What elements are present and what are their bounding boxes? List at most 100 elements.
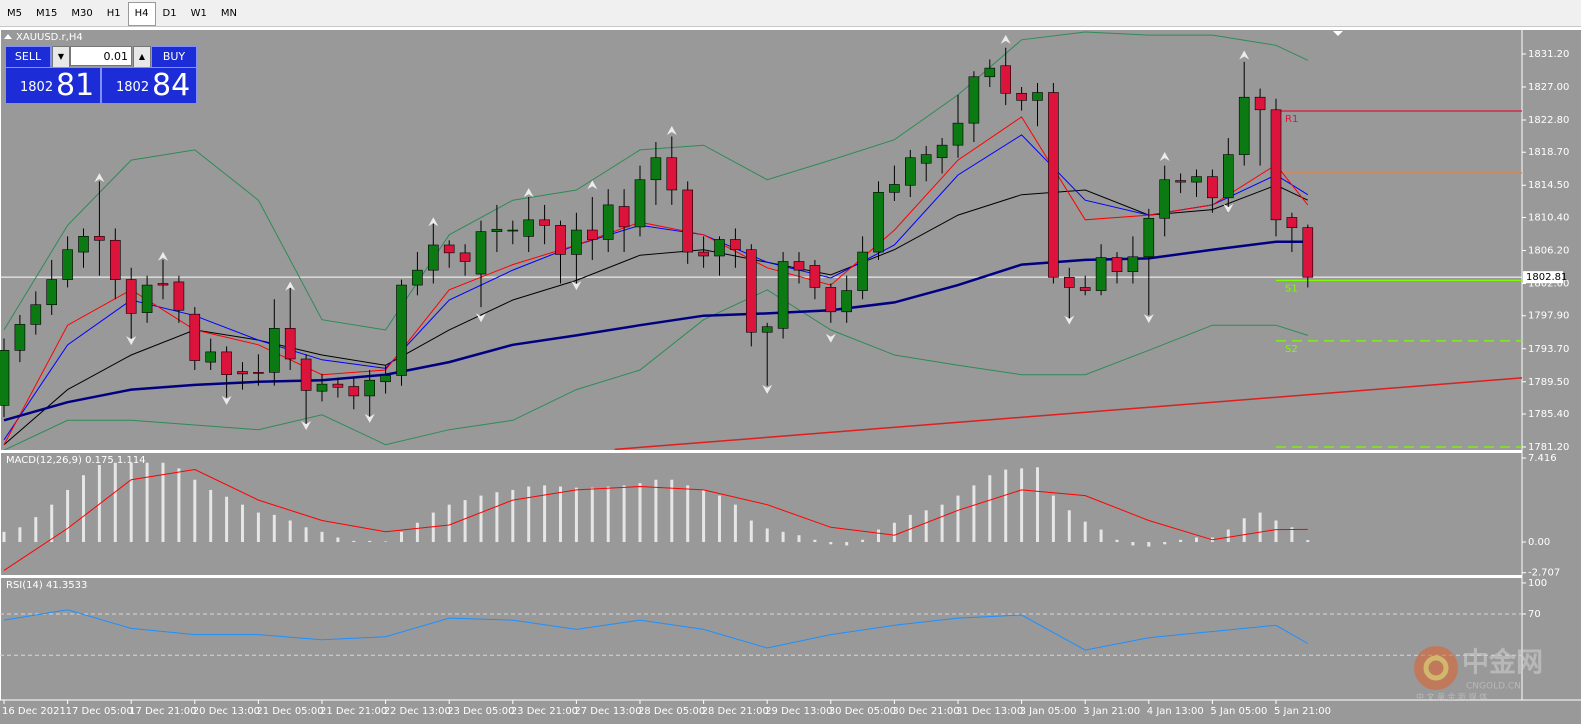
- candle-body: [825, 287, 837, 313]
- y-tick-label: 1797.90: [1528, 311, 1569, 322]
- candle-body: [539, 219, 550, 226]
- candle-body: [889, 184, 900, 193]
- candle-body: [1302, 227, 1314, 278]
- macd-bar: [1306, 540, 1310, 543]
- candle-body: [936, 144, 948, 159]
- candle-body: [0, 350, 10, 406]
- macd-bar: [543, 485, 547, 543]
- ask-price[interactable]: 1802 84: [101, 67, 197, 104]
- fractal-up: [285, 281, 296, 291]
- candle-body: [475, 231, 487, 275]
- macd-bar: [590, 487, 594, 543]
- price-label-box: [1523, 271, 1563, 284]
- price-axis: [1522, 30, 1581, 700]
- candle-body: [491, 228, 503, 232]
- candle-body: [1175, 180, 1186, 183]
- candle-body: [316, 383, 328, 392]
- macd-bar: [415, 522, 419, 543]
- candle-body: [793, 261, 805, 271]
- timeframe-button[interactable]: M30: [71, 8, 93, 19]
- candle-body: [94, 236, 105, 241]
- price-label: 1802.81: [1526, 272, 1567, 283]
- macd-bar: [113, 462, 117, 543]
- main-plot: R1 S1 S2: [0, 31, 1522, 450]
- candle-body: [380, 375, 391, 383]
- bid-price-pips: 81: [56, 68, 95, 103]
- candle-body: [745, 249, 757, 333]
- macd-bar: [1290, 527, 1294, 543]
- candle-body: [221, 351, 232, 375]
- macd-bar: [66, 489, 70, 543]
- fractal-down: [571, 281, 582, 291]
- candle-body: [300, 358, 312, 391]
- candle-body: [650, 157, 662, 181]
- candle-body: [857, 251, 868, 291]
- x-tick-label: 5 Jan 05:00: [1210, 706, 1267, 717]
- candle-body: [46, 279, 58, 306]
- timeframe-button[interactable]: MN: [220, 8, 237, 19]
- timeframe-button[interactable]: H4: [127, 2, 156, 26]
- sell-button[interactable]: SELL: [5, 46, 51, 68]
- candle-body: [777, 261, 789, 329]
- x-tick-label: 22 Dec 13:00: [384, 706, 451, 717]
- bid-price-big-figure: 1802: [20, 80, 54, 95]
- lot-decrease[interactable]: ▼: [52, 46, 70, 68]
- candle-body: [809, 265, 821, 288]
- x-tick-label: 3 Jan 05:00: [1020, 706, 1077, 717]
- x-tick-label: 30 Dec 21:00: [892, 706, 959, 717]
- timeframe-button[interactable]: M15: [36, 8, 58, 19]
- y-tick-label: 100: [1528, 578, 1547, 589]
- macd-bar: [129, 462, 133, 543]
- macd-title: MACD(12,26,9) 0.175 1.114: [6, 455, 146, 466]
- y-tick-label: 0.00: [1528, 537, 1550, 548]
- candle-body: [841, 290, 853, 313]
- x-tick-label: 20 Dec 13:00: [193, 706, 260, 717]
- candle-body: [173, 281, 185, 311]
- buy-button[interactable]: BUY: [151, 46, 197, 68]
- fractal-up: [523, 188, 534, 198]
- macd-bar: [1163, 542, 1167, 545]
- candle-body: [1223, 154, 1234, 199]
- lot-input[interactable]: 0.01: [70, 46, 132, 66]
- candle-body: [1064, 276, 1075, 288]
- macd-bar: [384, 541, 388, 543]
- candle-body: [14, 324, 26, 351]
- x-tick-label: 28 Dec 05:00: [638, 706, 705, 717]
- macd-bar: [718, 495, 721, 543]
- pivot-label: S2: [1285, 344, 1298, 355]
- timeframe-toolbar: M5 M15 M30 H1 H4 D1 W1 MN: [0, 0, 1581, 27]
- lot-increase[interactable]: ▲: [133, 46, 151, 68]
- macd-bar: [1004, 469, 1008, 543]
- y-tick-label: 1810.40: [1528, 212, 1569, 223]
- y-tick-label: -2.707: [1528, 568, 1560, 579]
- indicator-line: [3, 134, 1309, 441]
- candle-body: [205, 351, 216, 363]
- macd-bar: [241, 504, 244, 543]
- macd-bar: [463, 500, 467, 543]
- timeframe-button[interactable]: D1: [162, 8, 177, 19]
- fractal-down: [1223, 204, 1234, 214]
- bid-price[interactable]: 1802 81: [5, 67, 101, 104]
- macd-bar: [193, 479, 197, 543]
- macd-bar: [1036, 467, 1039, 543]
- candle-body: [110, 239, 121, 280]
- fractal-up: [1239, 50, 1250, 60]
- x-tick-label: 31 Dec 13:00: [956, 706, 1023, 717]
- candle-body: [682, 189, 694, 253]
- timeframe-button[interactable]: H1: [106, 8, 121, 19]
- x-tick-label: 17 Dec 05:00: [66, 706, 133, 717]
- candle-body: [1079, 287, 1091, 291]
- macd-bar: [733, 504, 737, 543]
- y-tick-label: 1802.00: [1528, 279, 1569, 290]
- candle-body: [571, 229, 582, 255]
- macd-bar: [34, 517, 38, 543]
- x-tick-label: 4 Jan 13:00: [1147, 706, 1204, 717]
- candle-body: [1270, 109, 1282, 221]
- x-tick-label: 28 Dec 21:00: [702, 706, 769, 717]
- indicator-line: [3, 184, 1309, 446]
- candle-body: [984, 67, 996, 78]
- macd-bar: [559, 486, 562, 543]
- timeframe-button[interactable]: M5: [7, 8, 22, 19]
- candle-body: [666, 157, 678, 191]
- timeframe-button[interactable]: W1: [190, 8, 207, 19]
